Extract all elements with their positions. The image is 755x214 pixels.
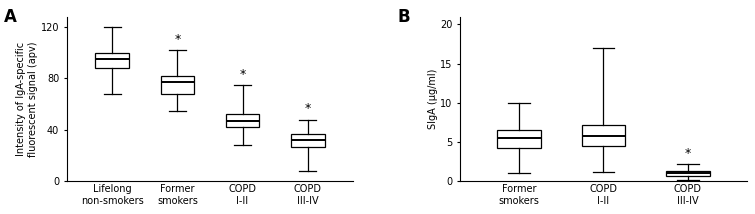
Y-axis label: Intensity of IgA-specific
fluorescent signal (apv): Intensity of IgA-specific fluorescent si… [17,41,38,157]
Text: B: B [397,8,410,26]
Y-axis label: SIgA (μg/ml): SIgA (μg/ml) [427,69,438,129]
Text: *: * [685,147,691,160]
Text: *: * [239,68,245,81]
Text: A: A [4,8,17,26]
Text: *: * [174,33,180,46]
PathPatch shape [161,76,194,94]
PathPatch shape [226,114,260,127]
PathPatch shape [666,171,710,176]
Text: *: * [304,103,311,115]
PathPatch shape [581,125,625,146]
PathPatch shape [498,130,541,148]
PathPatch shape [291,134,325,147]
PathPatch shape [95,53,129,68]
